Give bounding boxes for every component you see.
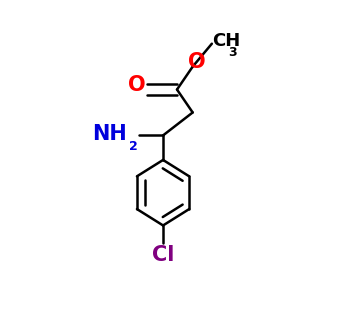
- Text: CH: CH: [212, 32, 240, 50]
- Text: Cl: Cl: [152, 245, 174, 265]
- Text: O: O: [188, 52, 206, 72]
- Text: 3: 3: [229, 46, 237, 59]
- Text: O: O: [128, 75, 146, 95]
- Text: 2: 2: [129, 140, 138, 153]
- Text: NH: NH: [92, 125, 126, 145]
